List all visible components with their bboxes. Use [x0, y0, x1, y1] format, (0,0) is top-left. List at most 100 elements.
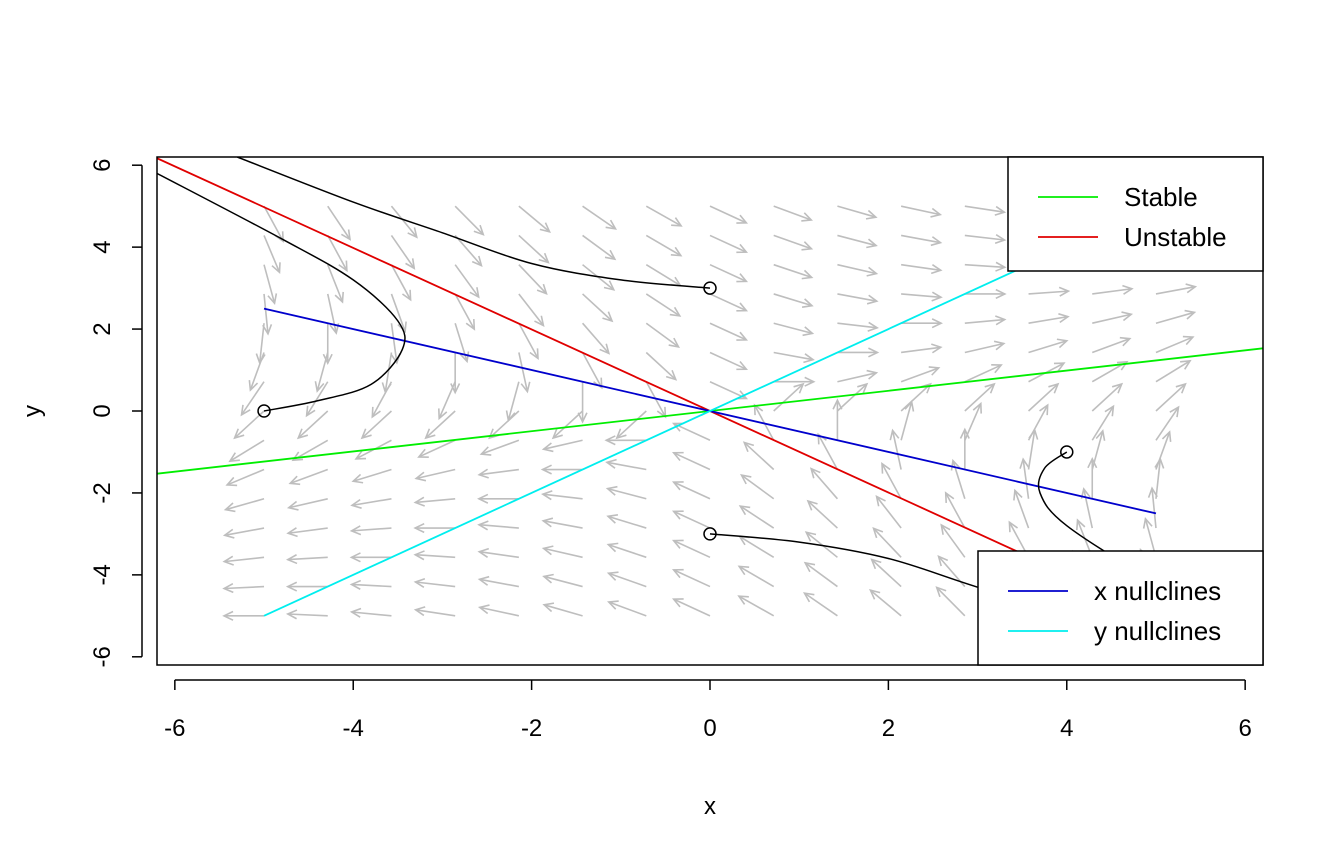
field-arrow [1091, 382, 1124, 412]
field-arrow [964, 382, 996, 412]
y-tick-label: 6 [89, 159, 116, 172]
field-arrow [817, 432, 839, 470]
field-arrow [773, 205, 813, 222]
y-tick-label: -6 [89, 646, 116, 667]
field-arrow [296, 410, 329, 440]
field-arrow [454, 264, 480, 299]
field-arrow [413, 496, 456, 507]
field-arrow [1092, 311, 1134, 324]
legend-label: x nullclines [1094, 576, 1221, 606]
field-arrow [505, 381, 520, 423]
x-tick-label: -6 [164, 715, 185, 742]
field-arrow [286, 527, 328, 538]
field-arrow [542, 602, 583, 617]
field-arrow [773, 263, 814, 280]
field-arrow [222, 555, 265, 566]
field-arrow [390, 234, 416, 270]
field-arrow [837, 205, 878, 220]
field-arrow [413, 577, 456, 589]
field-arrow [773, 376, 816, 387]
field-arrow [1155, 309, 1197, 324]
field-arrow [390, 293, 407, 334]
field-arrow [709, 381, 749, 400]
field-arrow [803, 561, 838, 588]
field-arrow [222, 583, 265, 594]
field-arrow [645, 322, 681, 348]
field-arrow [381, 352, 393, 394]
field-arrow [1155, 335, 1195, 354]
x-axis-label: x [704, 793, 716, 820]
field-arrow [1027, 403, 1049, 441]
field-arrow [1091, 336, 1132, 354]
field-arrow [671, 598, 711, 617]
field-arrow [645, 234, 683, 257]
field-arrow [1155, 359, 1192, 383]
field-arrow [837, 263, 879, 277]
field-arrow [901, 263, 943, 275]
field-arrow [739, 474, 775, 500]
field-arrow [837, 347, 880, 358]
field-arrow [390, 205, 418, 239]
field-arrow [477, 604, 520, 617]
field-arrow [305, 381, 329, 418]
field-arrow [541, 439, 583, 453]
field-arrow [806, 499, 838, 529]
field-arrow [1155, 430, 1172, 470]
field-arrow [263, 235, 281, 275]
field-arrow [881, 462, 902, 500]
field-arrow [742, 441, 775, 471]
field-arrow [223, 498, 265, 513]
field-arrow [964, 205, 1007, 216]
field-arrow [837, 293, 879, 305]
field-arrow [645, 264, 682, 287]
field-arrow [607, 600, 647, 617]
field-arrow [326, 293, 340, 335]
field-arrow [222, 527, 265, 539]
field-arrow [255, 323, 266, 365]
x-tick-label: -2 [521, 715, 542, 742]
y-axis-label: y [19, 405, 46, 417]
field-arrow [351, 468, 392, 484]
field-arrow [541, 490, 583, 501]
y-tick-label: 2 [89, 322, 116, 335]
field-arrow [944, 491, 966, 529]
field-arrow [551, 410, 584, 440]
field-arrow [737, 595, 775, 617]
field-arrow [542, 573, 583, 588]
field-arrow [322, 323, 333, 366]
field-arrow [671, 451, 711, 471]
legend-label: y nullclines [1094, 616, 1221, 646]
trajectory-start-point [703, 527, 717, 541]
field-arrow [1091, 429, 1106, 470]
field-arrow [288, 468, 329, 486]
field-arrow [582, 234, 617, 261]
plot-frame [156, 156, 1264, 666]
field-arrow [349, 607, 392, 618]
field-arrow [360, 410, 392, 440]
field-arrow [900, 366, 941, 383]
field-arrow [773, 293, 814, 308]
field-arrow [671, 568, 711, 588]
field-arrow [964, 364, 1003, 383]
field-arrow [709, 351, 749, 371]
field-arrow [940, 523, 966, 558]
field-arrow [228, 439, 265, 463]
field-arrow [1027, 428, 1039, 470]
field-arrow [709, 322, 749, 341]
field-arrow [671, 422, 711, 441]
field-arrow [1028, 382, 1060, 412]
field-arrow [836, 382, 869, 412]
trajectory-start-point [703, 281, 717, 295]
field-arrow [964, 288, 1007, 300]
field-arrow [671, 539, 711, 559]
field-arrow [518, 234, 550, 264]
field-arrow [645, 205, 683, 227]
field-arrow [832, 398, 843, 441]
field-arrow [964, 233, 1007, 245]
field-arrow [414, 468, 456, 482]
x-tick-label: 4 [1060, 715, 1073, 742]
field-arrow [900, 234, 943, 247]
x-tick-label: 0 [703, 715, 716, 742]
trajectory-start-point [1060, 445, 1074, 459]
